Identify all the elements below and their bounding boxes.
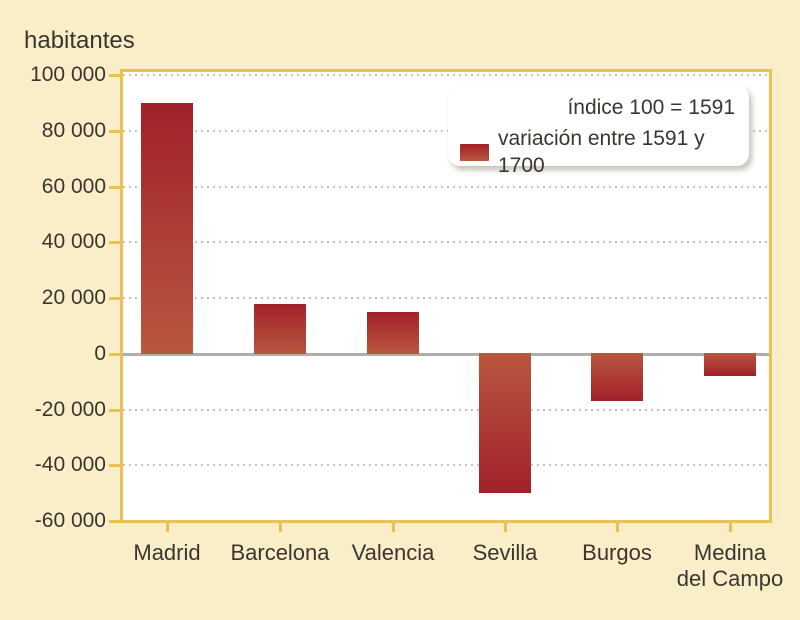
gridline [123,129,769,132]
zero-baseline [123,352,769,356]
y-axis-tick-label: -40 000 [34,453,106,477]
bar-madrid [141,102,193,354]
gridline [123,297,769,299]
legend-index-note: índice 100 = 1591 [567,96,735,119]
y-axis-tick-label: 80 000 [41,118,106,142]
y-axis-tick [109,241,120,245]
y-axis-tick [109,74,120,77]
y-axis-tick-label: 60 000 [41,174,106,198]
bar-burgos [591,352,643,402]
gridline [123,74,769,76]
y-axis-tick [109,464,120,468]
gridline [123,241,769,244]
gridline [123,408,769,411]
bar-barcelona [254,303,306,354]
gridline [123,185,769,188]
x-axis-tick [391,523,395,532]
y-axis-tick [109,408,120,412]
y-axis-tick-label: -20 000 [34,397,106,421]
x-axis-category-label-line: Sevilla [472,540,538,565]
legend-series-label: variación entre 1591 y 1700 [498,127,705,177]
x-axis-tick [165,523,169,532]
legend-series-row: variación entre 1591 y 1700 [460,125,735,179]
gridline [123,464,769,467]
x-axis-tick [615,523,619,532]
x-axis-tick [728,523,732,532]
y-axis-tick-label: 20 000 [41,286,106,309]
bar-valencia [367,311,419,354]
y-axis-tick [109,129,120,133]
y-axis-tick-label: 100 000 [30,63,106,86]
y-axis-tick [109,297,120,300]
y-axis-tick [109,185,120,189]
x-axis-category-label-line: Medina [693,540,767,565]
x-axis-category-label-line: Valencia [351,540,435,565]
x-axis-category-label: Sevilla [430,540,580,566]
y-axis-title: habitantes [24,27,135,54]
x-axis-category-label-line: Burgos [582,540,652,565]
x-axis-tick [278,523,282,532]
bar-sevilla [479,352,531,494]
x-axis-category-label: Barcelona [205,540,355,566]
x-axis-category-label-line: Barcelona [230,540,330,565]
x-axis-category-label: Madrid [92,540,242,566]
x-axis-category-label: Valencia [318,540,468,566]
y-axis-tick-label: 40 000 [41,230,106,254]
bar-medina-del-campo [704,352,756,377]
y-axis-tick [109,352,120,356]
y-axis-tick-label: 0 [94,341,106,365]
y-axis-tick-label: -60 000 [34,509,106,532]
legend: índice 100 = 1591 variación entre 1591 y… [448,85,749,177]
x-axis-category-label-line: del Campo [676,566,784,591]
x-axis-tick [503,523,507,532]
x-axis-category-label: Burgos [542,540,692,566]
y-axis-tick [109,520,120,523]
x-axis-category-label: Medina del Campo [655,540,800,592]
legend-color-swatch-icon [460,143,489,161]
x-axis-category-label-line: Madrid [133,540,201,565]
